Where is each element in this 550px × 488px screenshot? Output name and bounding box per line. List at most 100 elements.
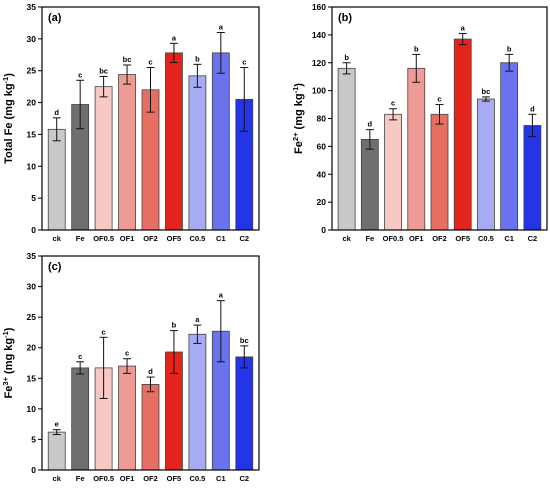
chart-panel-3: e ck c Fe c OF0.5 c OF1 d OF2 b OF5 a C0.5 a C1 bc C2 0 5 10…	[1, 251, 260, 483]
category-label: C0.5	[478, 234, 494, 243]
y-axis-label: Fe2+ (mg kg-1)	[291, 83, 306, 154]
chart-panel-1: d ck c Fe bc OF0.5 bc OF1 c OF2 a OF5 b C0.5 a C1 c C2 0 5 1…	[1, 2, 260, 243]
significance-letter: b	[507, 44, 512, 53]
bar-OF5	[165, 52, 183, 231]
panel-label: (a)	[48, 12, 62, 24]
y-tick-label: 60	[317, 141, 327, 151]
significance-letter: b	[195, 54, 200, 63]
significance-letter: bc	[240, 336, 249, 345]
y-axis-label-part: Fe	[3, 386, 15, 399]
y-tick-label: 35	[27, 251, 37, 261]
y-axis-label-part: )	[3, 73, 15, 77]
category-label: OF5	[167, 234, 182, 243]
bar-C1	[500, 62, 519, 231]
y-tick-label: 10	[27, 404, 37, 414]
significance-letter: a	[195, 315, 200, 324]
y-tick-label: 120	[312, 58, 326, 68]
y-axis-label-part: (mg kg	[3, 338, 15, 377]
y-tick-label: 100	[312, 86, 326, 96]
bar-C0.5	[477, 98, 495, 231]
significance-letter: c	[78, 70, 82, 79]
y-tick-label: 25	[27, 66, 37, 76]
y-tick-label: 15	[27, 129, 37, 139]
y-axis-label: Total Fe (mg kg-1)	[1, 73, 16, 164]
significance-letter: c	[437, 95, 441, 104]
category-label: OF2	[432, 234, 447, 243]
category-label: C1	[216, 474, 226, 483]
y-axis-label: Fe3+ (mg kg-1)	[1, 327, 16, 398]
significance-letter: a	[219, 291, 224, 300]
category-label: Fe	[365, 234, 374, 243]
y-axis-label-superscript: 2+	[291, 132, 300, 141]
bar-C1	[211, 52, 230, 231]
category-label: C2	[239, 234, 249, 243]
y-tick-label: 15	[27, 373, 37, 383]
category-label: ck	[53, 474, 62, 483]
y-tick-label: 140	[312, 30, 326, 40]
significance-letter: b	[172, 321, 177, 330]
y-axis-label-part: )	[293, 83, 305, 87]
significance-letter: a	[461, 23, 466, 32]
significance-letter: b	[414, 44, 419, 53]
significance-letter: d	[530, 104, 535, 113]
bar-OF0.5	[94, 86, 113, 231]
bar-C2	[235, 356, 254, 471]
plot-frame	[41, 6, 260, 231]
y-tick-label: 30	[27, 282, 37, 292]
bar-OF1	[118, 74, 136, 231]
panel-label: (b)	[338, 12, 352, 24]
plot-frame	[41, 255, 260, 471]
category-label: ck	[53, 234, 62, 243]
y-tick-label: 30	[27, 34, 37, 44]
significance-letter: c	[102, 327, 106, 336]
category-label: C2	[528, 234, 538, 243]
bar-OF1	[407, 67, 426, 231]
bar-Fe	[71, 367, 90, 471]
y-tick-label: 80	[317, 114, 327, 124]
category-label: OF2	[143, 234, 158, 243]
bar-OF2	[430, 113, 449, 231]
category-label: OF1	[120, 474, 135, 483]
significance-letter: c	[242, 58, 246, 67]
category-label: OF5	[455, 234, 470, 243]
significance-letter: c	[125, 349, 129, 358]
significance-letter: e	[55, 420, 59, 429]
panel-label: (c)	[48, 261, 62, 273]
y-tick-label: 5	[31, 193, 36, 203]
bar-C0.5	[188, 333, 207, 471]
significance-letter: c	[78, 352, 82, 361]
y-tick-label: 0	[31, 225, 36, 235]
significance-letter: a	[219, 22, 224, 31]
y-axis-label-superscript: 3+	[1, 376, 10, 385]
category-label: OF0.5	[93, 234, 114, 243]
category-label: OF1	[120, 234, 135, 243]
y-tick-label: 40	[317, 169, 327, 179]
category-label: C0.5	[189, 234, 205, 243]
y-tick-label: 20	[317, 197, 327, 207]
category-label: C1	[216, 234, 226, 243]
bar-C0.5	[188, 75, 207, 231]
y-axis-label-superscript: -1	[291, 87, 300, 94]
bar-Fe	[360, 139, 379, 231]
category-label: OF1	[409, 234, 424, 243]
significance-letter: a	[172, 33, 177, 42]
category-label: OF0.5	[383, 234, 404, 243]
bar-OF1	[118, 365, 136, 471]
y-tick-label: 35	[27, 2, 37, 12]
category-label: C2	[239, 474, 249, 483]
category-label: Fe	[76, 234, 85, 243]
significance-letter: bc	[123, 55, 132, 64]
bar-OF2	[141, 383, 160, 471]
y-tick-label: 0	[321, 225, 326, 235]
bar-ck	[337, 67, 356, 231]
y-axis-label-superscript: -1	[1, 77, 10, 84]
y-tick-label: 10	[27, 161, 37, 171]
significance-letter: b	[344, 53, 349, 62]
y-tick-label: 20	[27, 343, 37, 353]
category-label: OF5	[167, 474, 182, 483]
bar-C2	[523, 125, 542, 231]
bar-OF0.5	[384, 113, 402, 231]
y-axis-label-part: Total Fe (mg kg	[3, 83, 15, 163]
category-label: ck	[342, 234, 351, 243]
